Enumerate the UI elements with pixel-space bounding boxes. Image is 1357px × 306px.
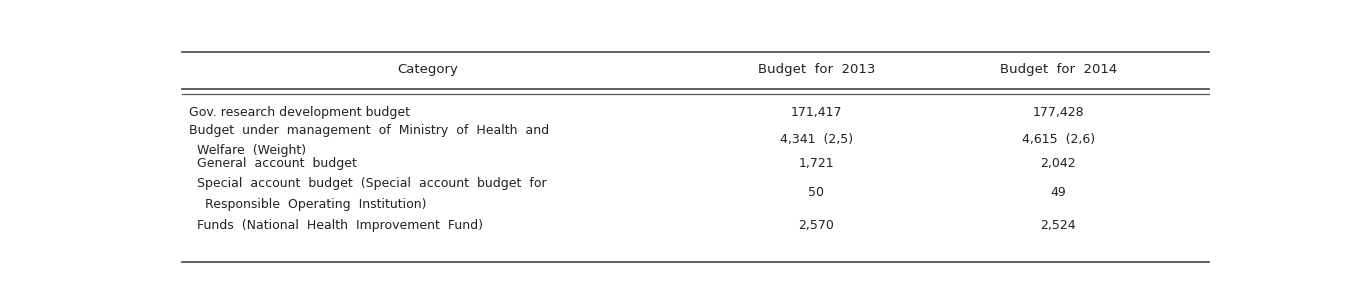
Text: Budget  under  management  of  Ministry  of  Health  and: Budget under management of Ministry of H… <box>189 125 548 137</box>
Text: Welfare  (Weight): Welfare (Weight) <box>189 144 305 158</box>
Text: Funds  (National  Health  Improvement  Fund): Funds (National Health Improvement Fund) <box>189 219 483 232</box>
Text: Responsible  Operating  Institution): Responsible Operating Institution) <box>189 197 426 211</box>
Text: Category: Category <box>396 63 457 76</box>
Text: 2,570: 2,570 <box>798 219 835 232</box>
Text: 2,524: 2,524 <box>1041 219 1076 232</box>
Text: 177,428: 177,428 <box>1033 106 1084 119</box>
Text: General  account  budget: General account budget <box>189 158 357 170</box>
Text: 4,615  (2,6): 4,615 (2,6) <box>1022 133 1095 146</box>
Text: Budget  for  2014: Budget for 2014 <box>1000 63 1117 76</box>
Text: Gov. research development budget: Gov. research development budget <box>189 106 410 119</box>
Text: 171,417: 171,417 <box>791 106 843 119</box>
Text: Special  account  budget  (Special  account  budget  for: Special account budget (Special account … <box>189 177 546 190</box>
Text: 49: 49 <box>1050 186 1067 199</box>
Text: 4,341  (2,5): 4,341 (2,5) <box>780 133 854 146</box>
Text: 50: 50 <box>809 186 825 199</box>
Text: Budget  for  2013: Budget for 2013 <box>757 63 875 76</box>
Text: 2,042: 2,042 <box>1041 158 1076 170</box>
Text: 1,721: 1,721 <box>798 158 835 170</box>
